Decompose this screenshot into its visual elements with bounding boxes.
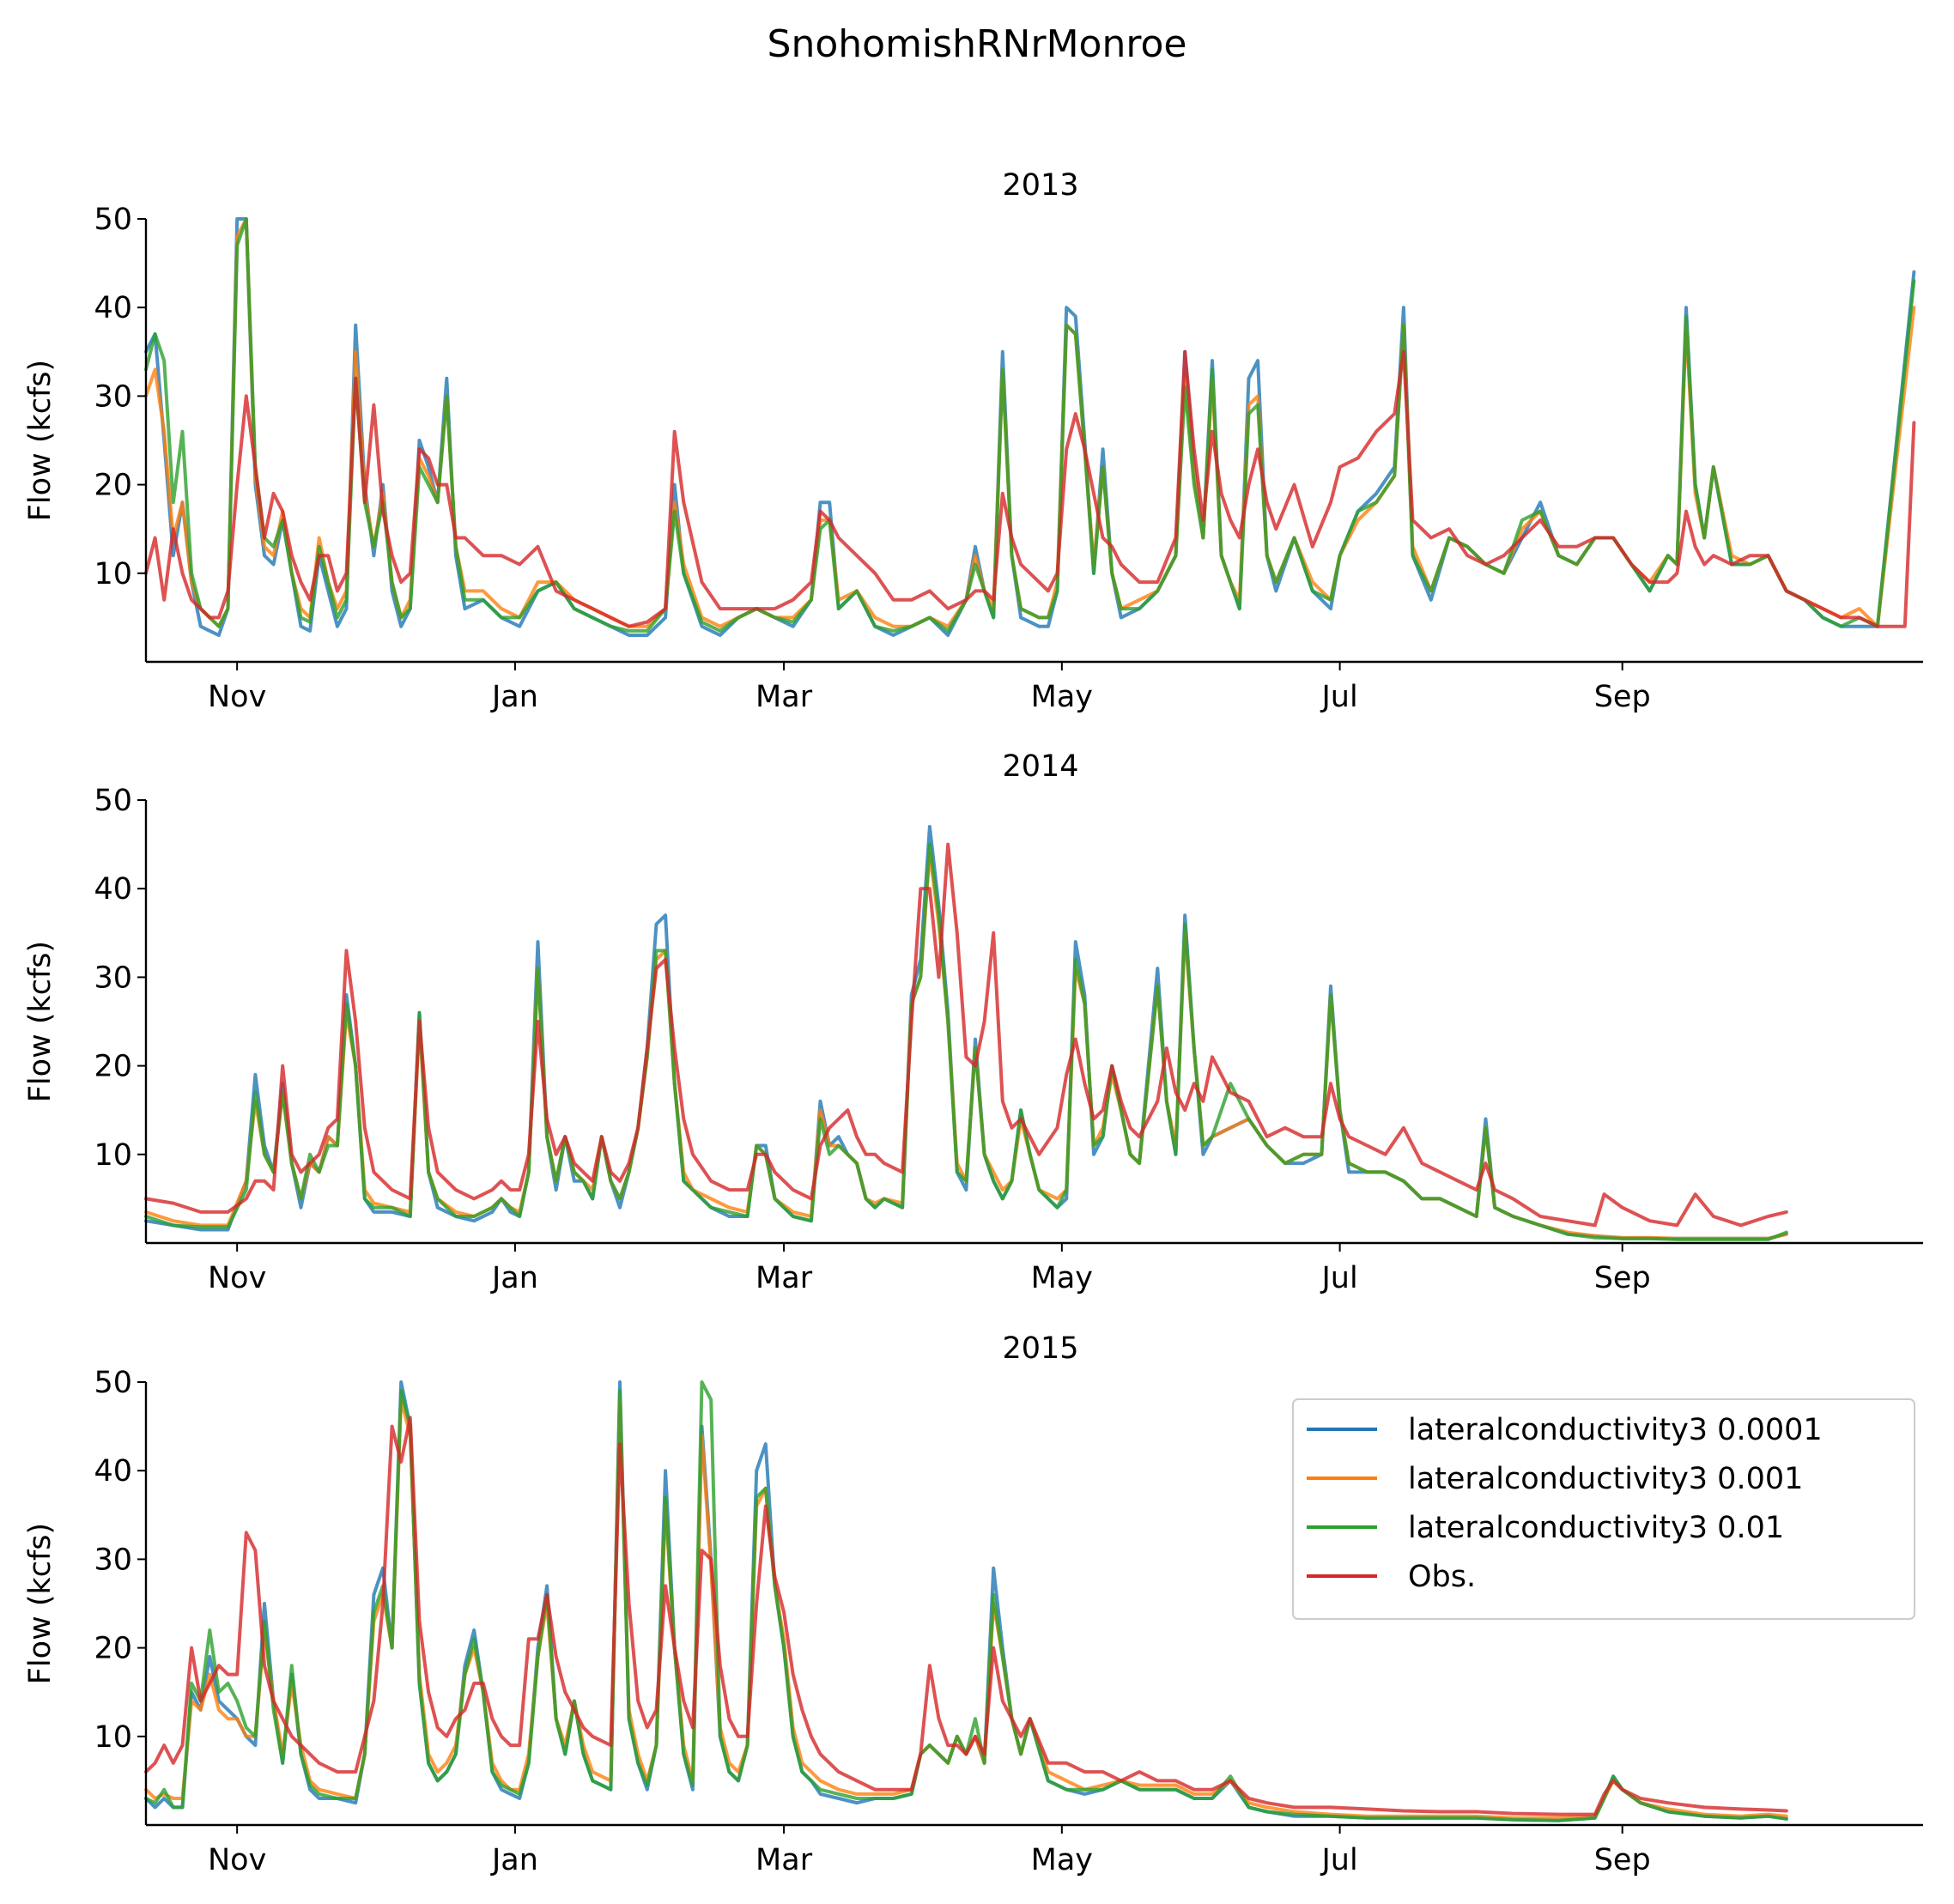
plot-area: 10 20 30 40 50 Nov Jan Mar May Jul Sep: [94, 784, 1923, 1295]
plot-area: 10 20 30 40 50 Nov Jan Mar May Jul Sep: [94, 203, 1923, 714]
y-tick-label: 30: [94, 379, 132, 414]
x-tick-label: May: [1031, 1261, 1093, 1295]
y-tick-label: 20: [94, 1050, 132, 1084]
y-tick-label: 10: [94, 1720, 132, 1755]
panel-2014: 2014 Flow (kcfs) 10 20 30 40 50 Nov Jan Mar May J…: [23, 749, 1923, 1295]
x-tick-label: Nov: [208, 1261, 266, 1295]
series-line-obs: [144, 842, 1788, 1228]
y-axis-label: Flow (kcfs): [23, 941, 58, 1102]
legend-label: lateralconductivity3 0.0001: [1408, 1413, 1823, 1447]
x-tick-label: May: [1031, 680, 1093, 714]
panel-2015: 2015 Flow (kcfs) 10 20 30 40 50 Nov Jan Mar May J…: [23, 1331, 1923, 1877]
y-tick-label: 40: [94, 872, 132, 907]
series-line-obs: [144, 349, 1916, 628]
x-tick-label: Sep: [1594, 1261, 1651, 1295]
y-tick-label: 20: [94, 1632, 132, 1666]
x-tick-label: Sep: [1594, 1843, 1651, 1877]
panel-title: 2015: [1002, 1331, 1078, 1366]
x-tick-label: Nov: [208, 1843, 266, 1877]
legend-box: [1292, 1398, 1915, 1620]
legend: lateralconductivity3 0.0001 lateralcondu…: [1292, 1398, 1915, 1620]
x-tick-label: Jan: [490, 680, 538, 714]
x-tick-label: Mar: [756, 680, 813, 714]
x-tick-label: Jul: [1320, 680, 1357, 714]
y-tick-label: 20: [94, 469, 132, 503]
panel-title: 2014: [1002, 749, 1078, 784]
y-tick-label: 50: [94, 1366, 132, 1400]
x-tick-label: Jul: [1320, 1843, 1357, 1877]
panel-title: 2013: [1002, 168, 1078, 203]
legend-label: lateralconductivity3 0.001: [1408, 1462, 1803, 1496]
y-tick-label: 50: [94, 203, 132, 237]
x-tick-label: Nov: [208, 680, 266, 714]
y-axis-label: Flow (kcfs): [23, 360, 58, 521]
y-tick-label: 40: [94, 291, 132, 325]
y-axis-label: Flow (kcfs): [23, 1523, 58, 1684]
x-tick-label: Sep: [1594, 680, 1651, 714]
series-line-s3: [144, 1380, 1788, 1822]
x-tick-label: May: [1031, 1843, 1093, 1877]
y-tick-label: 10: [94, 1138, 132, 1173]
y-tick-label: 30: [94, 1543, 132, 1577]
x-tick-label: Jan: [490, 1843, 538, 1877]
panel-2013: 2013 Flow (kcfs) 10 20 30 40 50 Nov Jan Mar May J…: [23, 168, 1923, 714]
x-tick-label: Jan: [490, 1261, 538, 1295]
x-tick-label: Mar: [756, 1843, 813, 1877]
plot-area: 10 20 30 40 50 Nov Jan Mar May Jul Sep: [94, 1366, 1923, 1877]
figure-title: SnohomishRNrMonroe: [768, 22, 1187, 66]
x-tick-label: Jul: [1320, 1261, 1357, 1295]
legend-label: lateralconductivity3 0.01: [1408, 1511, 1784, 1545]
legend-label: Obs.: [1408, 1560, 1476, 1594]
y-tick-label: 40: [94, 1454, 132, 1489]
y-tick-label: 50: [94, 784, 132, 818]
y-tick-label: 10: [94, 557, 132, 591]
series-line-s3: [144, 842, 1788, 1241]
series-line-obs: [144, 1416, 1788, 1816]
y-tick-label: 30: [94, 961, 132, 995]
x-tick-label: Mar: [756, 1261, 813, 1295]
